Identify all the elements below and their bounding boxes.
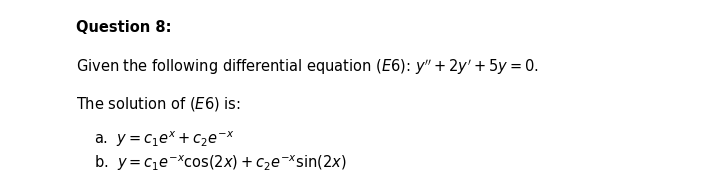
Text: b.  $y = c_1e^{-x}\mathrm{cos}(2x) + c_2e^{-x}\mathrm{sin}(2x)$: b. $y = c_1e^{-x}\mathrm{cos}(2x) + c_2e…: [94, 153, 346, 170]
Text: a.  $y = c_1e^{x} + c_2e^{-x}$: a. $y = c_1e^{x} + c_2e^{-x}$: [94, 129, 234, 149]
Text: The solution of $(E6)$ is:: The solution of $(E6)$ is:: [76, 95, 240, 113]
Text: Given the following differential equation $(E6)$: $y^{\prime\prime} + 2y^{\prime: Given the following differential equatio…: [76, 58, 539, 77]
Text: Question 8:: Question 8:: [76, 20, 171, 35]
